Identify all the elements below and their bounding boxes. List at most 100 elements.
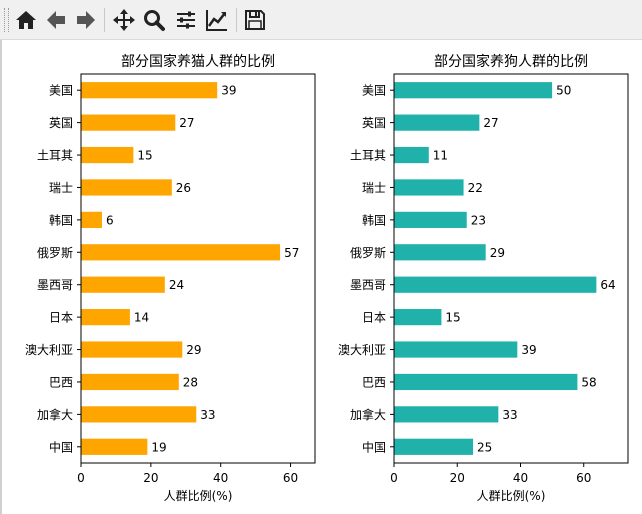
window-edge (0, 40, 2, 514)
bar (81, 179, 172, 196)
y-tick-label: 美国 (362, 84, 386, 98)
y-tick-label: 瑞士 (362, 181, 386, 195)
bar (81, 373, 179, 391)
x-axis-label: 人群比例(%) (164, 489, 233, 503)
forward-icon (77, 11, 95, 29)
pan-icon (113, 9, 135, 31)
bar (81, 438, 148, 455)
zoom-icon (144, 10, 165, 31)
x-tick-label: 40 (513, 471, 528, 485)
data-label: 28 (183, 375, 198, 389)
data-label: 27 (179, 116, 194, 130)
data-label: 29 (490, 246, 505, 260)
bar (394, 146, 429, 164)
data-label: 58 (581, 375, 596, 389)
bar (394, 211, 467, 228)
data-label: 25 (477, 440, 492, 454)
data-label: 22 (468, 181, 483, 195)
y-tick-label: 瑞士 (49, 181, 73, 195)
data-label: 33 (200, 408, 215, 422)
bar (394, 406, 499, 423)
bar (394, 82, 553, 99)
y-tick-label: 韩国 (362, 212, 386, 227)
chart-title: 部分国家养狗人群的比例 (434, 53, 588, 70)
pan-button[interactable] (110, 6, 138, 34)
bar (81, 211, 102, 228)
x-tick-label: 60 (283, 471, 298, 485)
save-button[interactable] (241, 6, 269, 34)
y-tick-label: 土耳其 (37, 149, 73, 163)
data-label: 39 (221, 84, 236, 98)
data-label: 39 (521, 343, 536, 357)
y-tick-label: 墨西哥 (37, 278, 73, 292)
data-label: 29 (186, 343, 201, 357)
x-tick-label: 20 (450, 471, 465, 485)
bar (81, 146, 134, 164)
bar (81, 82, 218, 99)
bar (394, 309, 442, 326)
forward-button[interactable] (72, 6, 100, 34)
x-tick-label: 0 (77, 471, 85, 485)
y-tick-label: 英国 (362, 116, 386, 130)
y-tick-label: 中国 (362, 439, 386, 454)
data-label: 15 (445, 311, 460, 325)
back-button[interactable] (42, 6, 70, 34)
bar (394, 438, 474, 455)
x-tick-label: 60 (576, 471, 591, 485)
data-label: 27 (483, 116, 498, 130)
data-label: 11 (433, 149, 448, 163)
save-icon (245, 10, 265, 30)
x-tick-label: 0 (390, 471, 398, 485)
edit-axis-icon (206, 10, 227, 31)
bar (81, 276, 165, 293)
x-tick-label: 40 (213, 471, 228, 485)
data-label: 33 (502, 408, 517, 422)
axes-frame (393, 73, 629, 464)
configure-subplots-button[interactable] (172, 6, 200, 34)
axes-frame (80, 73, 316, 464)
edit-axis-button[interactable] (203, 6, 231, 34)
y-tick-label: 墨西哥 (350, 278, 386, 292)
bar (394, 114, 480, 131)
bar (394, 179, 464, 196)
bar (81, 309, 130, 326)
y-tick-label: 俄罗斯 (350, 246, 386, 260)
y-tick-label: 俄罗斯 (37, 246, 73, 260)
bar (394, 341, 518, 358)
data-label: 26 (176, 181, 191, 195)
toolbar-separator (236, 8, 237, 32)
y-tick-label: 日本 (362, 311, 386, 325)
y-tick-label: 美国 (49, 84, 73, 98)
y-tick-label: 加拿大 (37, 407, 73, 422)
chart-title: 部分国家养猫人群的比例 (121, 53, 275, 70)
toolbar (0, 0, 642, 40)
y-tick-label: 土耳其 (350, 149, 386, 163)
data-label: 24 (169, 278, 184, 292)
zoom-button[interactable] (140, 6, 168, 34)
home-button[interactable] (12, 6, 40, 34)
y-tick-label: 澳大利亚 (25, 343, 73, 357)
data-label: 14 (134, 311, 149, 325)
y-tick-label: 中国 (49, 439, 73, 454)
data-label: 23 (471, 213, 486, 227)
bar (394, 244, 486, 261)
back-icon (47, 11, 65, 29)
data-label: 64 (600, 278, 615, 292)
bar (394, 276, 597, 293)
data-label: 50 (556, 84, 571, 98)
y-tick-label: 加拿大 (350, 407, 386, 422)
configure-subplots-icon (177, 11, 195, 29)
data-label: 6 (106, 213, 114, 227)
bar (394, 373, 578, 391)
y-tick-label: 韩国 (49, 212, 73, 227)
x-axis-label: 人群比例(%) (477, 489, 546, 503)
y-tick-label: 巴西 (362, 375, 386, 389)
y-tick-label: 巴西 (49, 375, 73, 389)
bar (81, 406, 197, 423)
home-icon (16, 11, 36, 29)
toolbar-grip[interactable] (4, 8, 9, 32)
toolbar-separator (104, 8, 105, 32)
y-tick-label: 日本 (49, 311, 73, 325)
y-tick-label: 英国 (49, 116, 73, 130)
